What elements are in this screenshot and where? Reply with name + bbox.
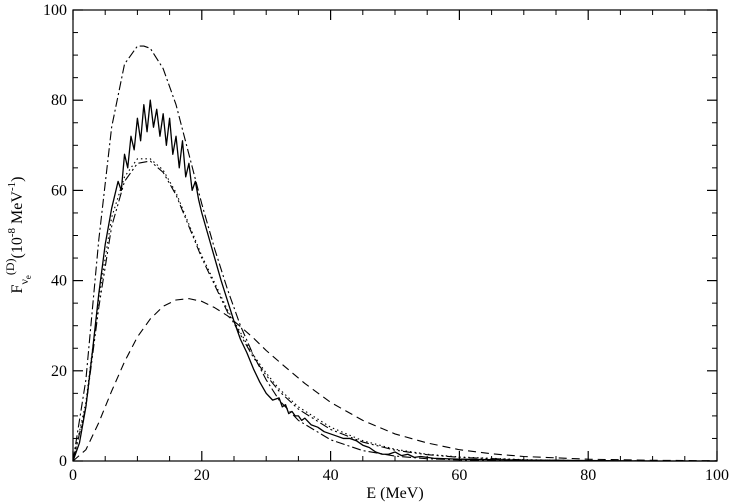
y-tick-label: 60 [51,182,67,199]
plot-frame [72,9,718,462]
axis-tick-labels: 0 20 40 60 80 100 0 20 40 60 80 100 [43,2,729,484]
x-tick-label: 0 [69,467,77,484]
x-axis-label: E (MeV) [366,485,423,502]
y-tick-label: 80 [51,92,67,109]
series-line-dashdotdot [72,160,717,462]
y-axis-label: Fνe (D)(10-8 MeV-1) [3,177,33,294]
x-tick-label: 80 [580,467,596,484]
y-label-unit-close: ) [9,177,26,182]
y-label-subsub: e [23,275,33,279]
axis-ticks [72,9,718,462]
y-label-unit-open: (10 [9,237,26,258]
svg-text:Fνe(D)(10-8 MeV-1): Fνe (D)(10-8 MeV-1) [3,177,33,294]
y-tick-label: 100 [43,2,67,19]
y-label-sup: (D) [3,258,17,275]
series-layer [72,45,718,462]
y-label-main: F [9,284,26,293]
y-label-unit-mid: MeV [9,191,26,228]
x-tick-label: 20 [194,467,210,484]
x-tick-label: 40 [323,467,339,484]
y-label-sub: ν [17,279,31,285]
series-line-dotted [72,158,717,462]
y-label-unit-exp2: -1 [6,182,18,191]
x-tick-label: 60 [451,467,467,484]
y-tick-label: 20 [51,363,67,380]
series-line-solid [72,99,717,462]
y-tick-label: 0 [59,453,67,470]
x-tick-label: 100 [705,467,729,484]
series-line-dashdot [72,45,717,462]
y-label-unit-exp: -8 [6,227,18,237]
series-line-dashed [72,298,718,462]
y-tick-label: 40 [51,273,67,290]
